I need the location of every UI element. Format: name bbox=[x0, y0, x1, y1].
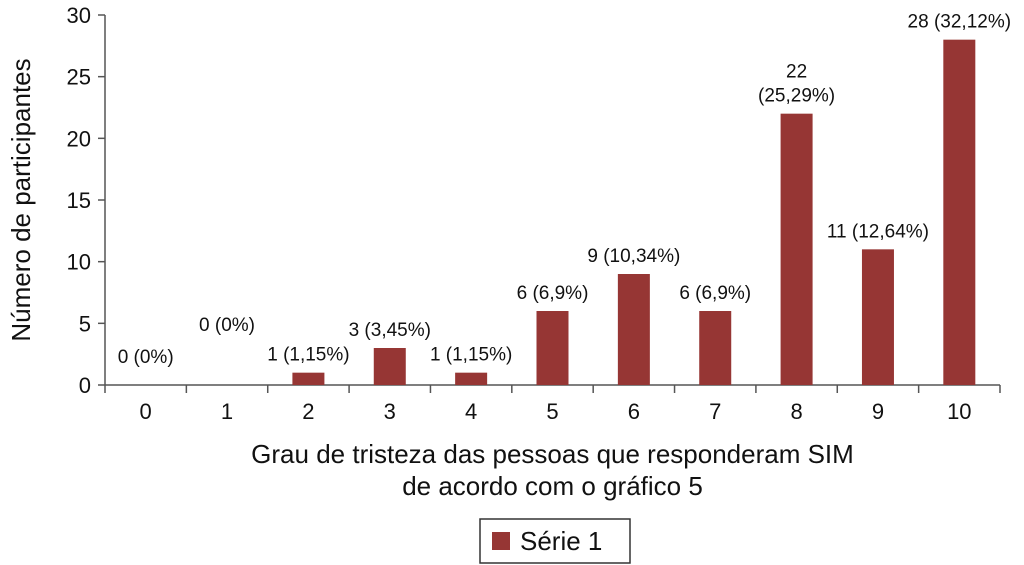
legend-swatch bbox=[492, 532, 510, 550]
x-tick-label: 7 bbox=[709, 399, 721, 424]
data-label: 11 (12,64%) bbox=[827, 221, 929, 242]
bar bbox=[861, 249, 894, 385]
x-axis-title: Grau de tristeza das pessoas que respond… bbox=[251, 439, 854, 501]
x-tick-label: 6 bbox=[628, 399, 640, 424]
x-tick-label: 3 bbox=[384, 399, 396, 424]
x-axis-title-line: Grau de tristeza das pessoas que respond… bbox=[251, 439, 854, 469]
data-label: 3 (3,45%) bbox=[349, 320, 431, 341]
data-label: 0 (0%) bbox=[118, 347, 174, 368]
data-label: 6 (6,9%) bbox=[679, 283, 751, 304]
bar bbox=[617, 274, 650, 385]
y-tick-label: 20 bbox=[67, 126, 91, 151]
legend: Série 1 bbox=[479, 518, 631, 564]
y-tick-label: 5 bbox=[79, 311, 91, 336]
x-tick-label: 10 bbox=[947, 399, 971, 424]
y-tick-label: 30 bbox=[67, 3, 91, 28]
bar bbox=[780, 113, 813, 386]
bar bbox=[536, 311, 569, 385]
bar bbox=[292, 372, 325, 385]
bars bbox=[292, 39, 976, 386]
data-label: 1 (1,15%) bbox=[267, 345, 349, 366]
x-tick-label: 2 bbox=[302, 399, 314, 424]
y-axis-title: Número de participantes bbox=[6, 58, 36, 341]
data-label: 22 bbox=[786, 62, 807, 83]
data-label: 0 (0%) bbox=[199, 315, 255, 336]
x-tick-label: 4 bbox=[465, 399, 477, 424]
x-tick-label: 9 bbox=[872, 399, 884, 424]
y-tick-label: 10 bbox=[67, 250, 91, 275]
x-axis-title-line: de acordo com o gráfico 5 bbox=[402, 471, 703, 501]
data-label: 6 (6,9%) bbox=[517, 283, 589, 304]
bar bbox=[699, 311, 732, 385]
data-label: 28 (32,12%) bbox=[908, 12, 1012, 33]
x-tick-label: 0 bbox=[140, 399, 152, 424]
x-tick-label: 1 bbox=[221, 399, 233, 424]
data-label: 9 (10,34%) bbox=[587, 246, 680, 267]
data-label: 1 (1,15%) bbox=[430, 345, 512, 366]
legend-label: Série 1 bbox=[520, 526, 602, 556]
y-tick-label: 0 bbox=[79, 373, 91, 398]
x-tick-label: 8 bbox=[790, 399, 802, 424]
y-tick-label: 15 bbox=[67, 188, 91, 213]
bar bbox=[373, 348, 406, 385]
y-tick-label: 25 bbox=[67, 65, 91, 90]
data-label: (25,29%) bbox=[758, 86, 835, 107]
x-tick-label: 5 bbox=[546, 399, 558, 424]
data-labels: 0 (0%)0 (0%)1 (1,15%)3 (3,45%)1 (1,15%)6… bbox=[118, 12, 1011, 368]
bar bbox=[943, 39, 976, 386]
axes: 0 5 10 15 20 25 30 0 1 2 3 4 5 6 7 8 9 10 bbox=[67, 3, 1001, 424]
bar bbox=[455, 372, 488, 385]
